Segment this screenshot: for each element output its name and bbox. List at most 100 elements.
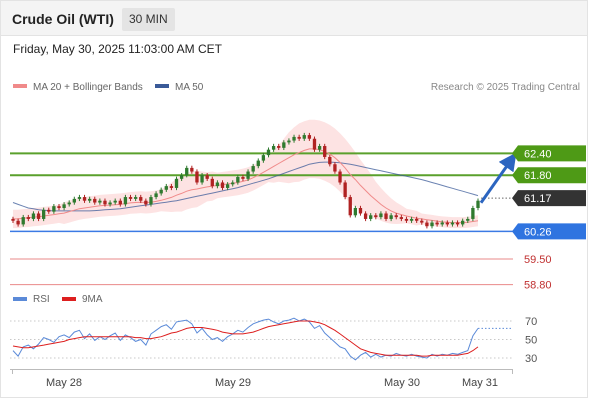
- candle: [154, 191, 158, 200]
- candle-body: [190, 167, 194, 172]
- candle-body: [374, 215, 378, 218]
- candle-body: [399, 217, 404, 219]
- header-bar: Crude Oil (WTI) 30 MIN: [0, 0, 588, 36]
- ma50-legend-swatch: [155, 84, 169, 88]
- forecast-arrow: [479, 152, 517, 204]
- candle-body: [476, 200, 480, 208]
- candle: [251, 163, 255, 174]
- candle-body: [225, 184, 230, 188]
- candle: [302, 132, 306, 141]
- candle: [205, 173, 209, 182]
- candle: [266, 147, 271, 158]
- candle-body: [379, 213, 383, 218]
- candle-body: [307, 135, 312, 139]
- instrument-title: Crude Oil (WTI): [12, 11, 114, 27]
- candle-body: [113, 200, 117, 203]
- candle: [123, 194, 128, 207]
- candle-body: [384, 213, 388, 219]
- candle-body: [358, 208, 363, 214]
- candle: [93, 196, 97, 205]
- candle-body: [118, 200, 122, 205]
- candle-body: [466, 218, 470, 221]
- candle: [57, 203, 61, 211]
- candle: [77, 194, 82, 202]
- candle: [307, 132, 312, 141]
- candle: [353, 205, 358, 218]
- candle: [343, 180, 347, 200]
- candle: [118, 198, 122, 207]
- candle-body: [185, 167, 189, 176]
- bollinger-bands: [13, 119, 478, 229]
- candle: [185, 165, 189, 178]
- candle-body: [231, 182, 235, 185]
- candle: [445, 220, 450, 227]
- candle-body: [333, 164, 337, 172]
- candle-body: [271, 146, 276, 150]
- candle: [62, 202, 66, 211]
- x-tick-label: May 29: [215, 377, 251, 389]
- level-support-primary-3-label: 60.26: [524, 226, 552, 238]
- moving-averages: [12, 148, 479, 224]
- candle-body: [149, 197, 153, 205]
- candle-body: [164, 186, 168, 190]
- candle: [21, 214, 25, 227]
- ma20-line: [13, 148, 479, 224]
- candle-body: [246, 171, 250, 179]
- candle-body: [16, 220, 20, 225]
- candle-body: [343, 182, 347, 198]
- candle: [169, 183, 174, 191]
- candle: [440, 220, 444, 227]
- forecast-arrow-line: [479, 152, 517, 204]
- x-tick-label: May 31: [462, 377, 498, 389]
- timeframe-button[interactable]: 30 MIN: [122, 8, 175, 31]
- candle-body: [77, 197, 82, 199]
- candle: [144, 198, 148, 207]
- candle-body: [389, 215, 393, 219]
- rsi-ma-legend-swatch: [62, 297, 76, 301]
- candle-body: [251, 166, 255, 172]
- candle: [139, 194, 143, 203]
- rsi-panel: 70 50 30: [10, 316, 537, 365]
- candle: [67, 200, 71, 207]
- candle-body: [179, 175, 184, 179]
- candle-body: [266, 149, 271, 156]
- candle-body: [31, 213, 36, 219]
- candle: [236, 174, 240, 185]
- candle: [277, 143, 281, 151]
- level-resistance-0-label: 62.40: [524, 148, 552, 160]
- rsi-tick-label: 50: [525, 335, 537, 347]
- candle: [399, 214, 404, 222]
- candle: [261, 152, 266, 163]
- candle: [363, 211, 368, 222]
- candle-body: [404, 218, 409, 221]
- rsi-ma-legend-label: 9MA: [82, 294, 103, 305]
- candle-body: [210, 178, 214, 187]
- candle: [256, 158, 260, 169]
- level-labels: 62.40 61.80 61.17 60.26 59.50 58.80: [512, 145, 586, 292]
- candle-body: [461, 220, 465, 225]
- candle-body: [440, 222, 444, 225]
- candle-body: [328, 156, 332, 165]
- candle: [409, 216, 414, 223]
- candle: [415, 216, 419, 223]
- candle-body: [205, 175, 209, 179]
- candle-body: [297, 136, 301, 139]
- candle: [317, 143, 322, 152]
- candle-body: [93, 198, 97, 203]
- candle-body: [26, 217, 30, 219]
- candles: [11, 132, 480, 229]
- candle-body: [435, 222, 439, 225]
- candle-body: [425, 222, 429, 227]
- level-current-2-label: 61.17: [524, 193, 552, 205]
- candle-body: [57, 206, 61, 208]
- candle-body: [277, 146, 281, 148]
- candle: [435, 220, 439, 227]
- candle-body: [82, 197, 87, 201]
- candle-body: [450, 222, 455, 225]
- candle-body: [139, 197, 143, 201]
- candle-body: [215, 182, 220, 187]
- candle-body: [41, 209, 46, 219]
- candle: [179, 173, 184, 182]
- candle: [16, 218, 20, 227]
- x-axis: May 28 May 29 May 30 May 31: [10, 369, 513, 389]
